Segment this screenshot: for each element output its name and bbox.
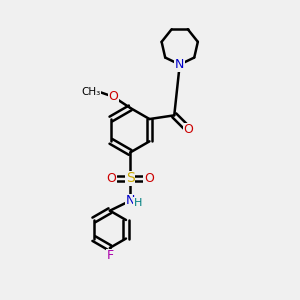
Text: O: O — [107, 172, 117, 185]
Text: O: O — [144, 172, 154, 185]
Text: CH₃: CH₃ — [81, 87, 101, 97]
Text: O: O — [108, 90, 118, 103]
Text: F: F — [106, 249, 113, 262]
Text: S: S — [126, 172, 135, 185]
Text: N: N — [125, 194, 135, 207]
Text: N: N — [175, 58, 184, 71]
Text: H: H — [134, 198, 142, 208]
Text: O: O — [184, 123, 194, 136]
